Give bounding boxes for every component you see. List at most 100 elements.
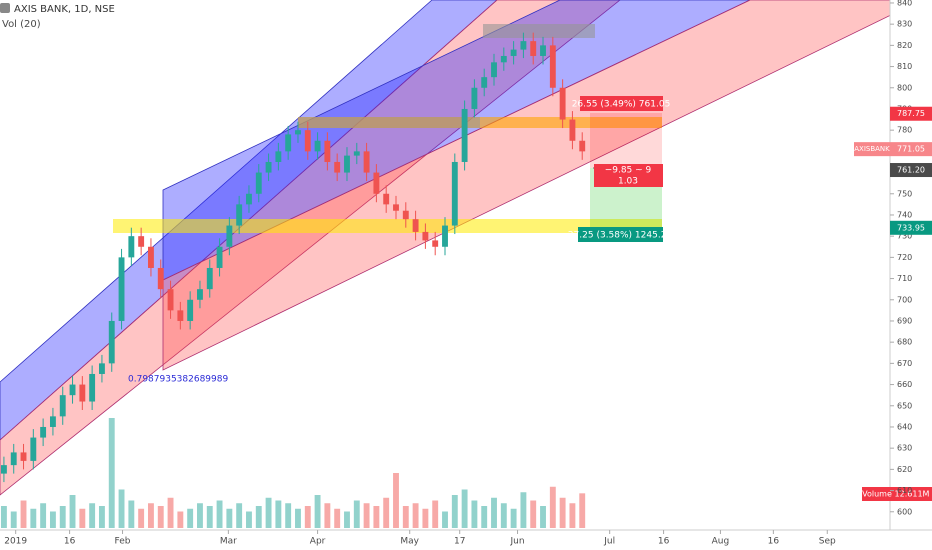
price-tag-label: 787.75 bbox=[897, 109, 925, 118]
price-tag: 733.95 bbox=[890, 220, 932, 235]
volume-bar bbox=[442, 511, 448, 528]
price-tag-label: 733.95 bbox=[897, 223, 925, 232]
stop-label: 27.25 (3.58%) 1245.25 bbox=[568, 231, 672, 241]
y-tick-label: 700 bbox=[897, 295, 912, 304]
candle-body bbox=[353, 151, 360, 156]
volume-bar bbox=[295, 508, 301, 528]
candle-body bbox=[138, 236, 145, 247]
ratio-annotation: 0.7987935382689989 bbox=[128, 375, 228, 385]
y-tick-label: 730 bbox=[897, 232, 912, 241]
x-tick-label: 17 bbox=[454, 537, 465, 547]
candle-body bbox=[10, 452, 17, 466]
candle-body bbox=[540, 45, 546, 56]
volume-bar bbox=[520, 492, 527, 528]
candle-body bbox=[265, 161, 272, 173]
y-tick-label: 610 bbox=[897, 486, 912, 495]
support-zone bbox=[113, 219, 662, 233]
volume-bar bbox=[108, 418, 115, 528]
volume-bar bbox=[255, 506, 262, 528]
indicator-label: Vol (20) bbox=[2, 19, 41, 30]
candle-body bbox=[471, 87, 478, 109]
x-tick-label: Sep bbox=[819, 537, 836, 547]
volume-bar bbox=[402, 506, 409, 528]
candle-body bbox=[89, 373, 96, 402]
volume-bar bbox=[559, 497, 566, 528]
volume-name-box bbox=[862, 487, 892, 501]
position-target bbox=[590, 113, 662, 168]
volume-bar bbox=[481, 506, 488, 528]
volume-bar bbox=[422, 508, 429, 528]
y-tick-label: 710 bbox=[897, 274, 912, 283]
candle-body bbox=[461, 108, 468, 162]
y-tick-label: 800 bbox=[897, 83, 912, 92]
volume-bar bbox=[383, 497, 390, 528]
candle-body bbox=[402, 210, 409, 220]
volume-bar bbox=[20, 500, 27, 528]
y-tick-label: 720 bbox=[897, 253, 912, 262]
y-tick-label: 600 bbox=[897, 507, 912, 516]
candle-body bbox=[295, 130, 301, 135]
volume-bar bbox=[451, 495, 458, 528]
price-tag: 787.75 bbox=[890, 106, 932, 121]
volume-bar bbox=[500, 503, 507, 528]
volume-bar bbox=[148, 503, 154, 528]
candle-body bbox=[167, 289, 174, 311]
channel2-lower bbox=[162, 0, 890, 371]
volume-bar bbox=[412, 503, 419, 528]
volume-bar bbox=[510, 508, 517, 528]
y-tick-label: 820 bbox=[897, 41, 912, 50]
volume-bar bbox=[138, 508, 145, 528]
volume-bar bbox=[314, 495, 321, 528]
volume-bar bbox=[491, 497, 497, 528]
candle-body bbox=[422, 231, 429, 241]
x-tick-label: 16 bbox=[658, 537, 670, 547]
candle-body bbox=[559, 87, 566, 120]
volume-bar bbox=[265, 497, 272, 528]
volume-bar bbox=[89, 503, 96, 528]
candle-body bbox=[98, 363, 105, 374]
y-tick-label: 810 bbox=[897, 62, 912, 71]
volume-bar bbox=[461, 489, 468, 528]
y-tick-label: 750 bbox=[897, 189, 912, 198]
volume-bar bbox=[216, 500, 223, 528]
candle-body bbox=[491, 62, 497, 78]
y-tick-label: 620 bbox=[897, 465, 912, 474]
candle-body bbox=[108, 320, 115, 364]
volume-bar bbox=[540, 506, 546, 528]
candle-body bbox=[432, 240, 439, 247]
candle-body bbox=[177, 310, 184, 321]
price-tag-box bbox=[890, 106, 932, 121]
center-label-2: 1.03 bbox=[618, 177, 638, 187]
volume-bar bbox=[98, 506, 105, 528]
candle-body bbox=[549, 45, 556, 88]
candle-body bbox=[79, 384, 86, 402]
volume-bar bbox=[530, 500, 537, 528]
volume-bar bbox=[157, 506, 164, 528]
volume-bar bbox=[353, 500, 360, 528]
candle-body bbox=[363, 151, 370, 173]
volume-bar bbox=[363, 503, 370, 528]
x-tick-label: 16 bbox=[768, 537, 780, 547]
candle-body bbox=[569, 119, 576, 141]
candle-body bbox=[20, 452, 27, 461]
volume-bar bbox=[236, 503, 243, 528]
x-tick-label: Feb bbox=[115, 537, 131, 547]
marks bbox=[0, 32, 586, 528]
candle-body bbox=[0, 465, 7, 474]
candle-body bbox=[314, 140, 321, 152]
volume-bar bbox=[246, 511, 252, 528]
center-label-1: −9.85 ~ 9 bbox=[605, 166, 652, 176]
volume-bar bbox=[579, 493, 586, 528]
position-labels: 26.55 (3.49%) 761.05 −9.85 ~ 9 1.03 27.2… bbox=[568, 96, 932, 501]
title: AXIS BANK, 1D, NSE bbox=[14, 4, 115, 15]
x-tick-label: Jul bbox=[603, 537, 615, 547]
x-tick-label: Aug bbox=[712, 537, 730, 547]
y-tick-label: 830 bbox=[897, 20, 912, 29]
price-tag-box bbox=[890, 220, 932, 235]
candle-body bbox=[373, 172, 380, 194]
y-tick-label: 660 bbox=[897, 380, 912, 389]
target-label: 26.55 (3.49%) 761.05 bbox=[572, 100, 671, 110]
candle-body bbox=[344, 155, 350, 173]
volume-bar bbox=[471, 500, 478, 528]
